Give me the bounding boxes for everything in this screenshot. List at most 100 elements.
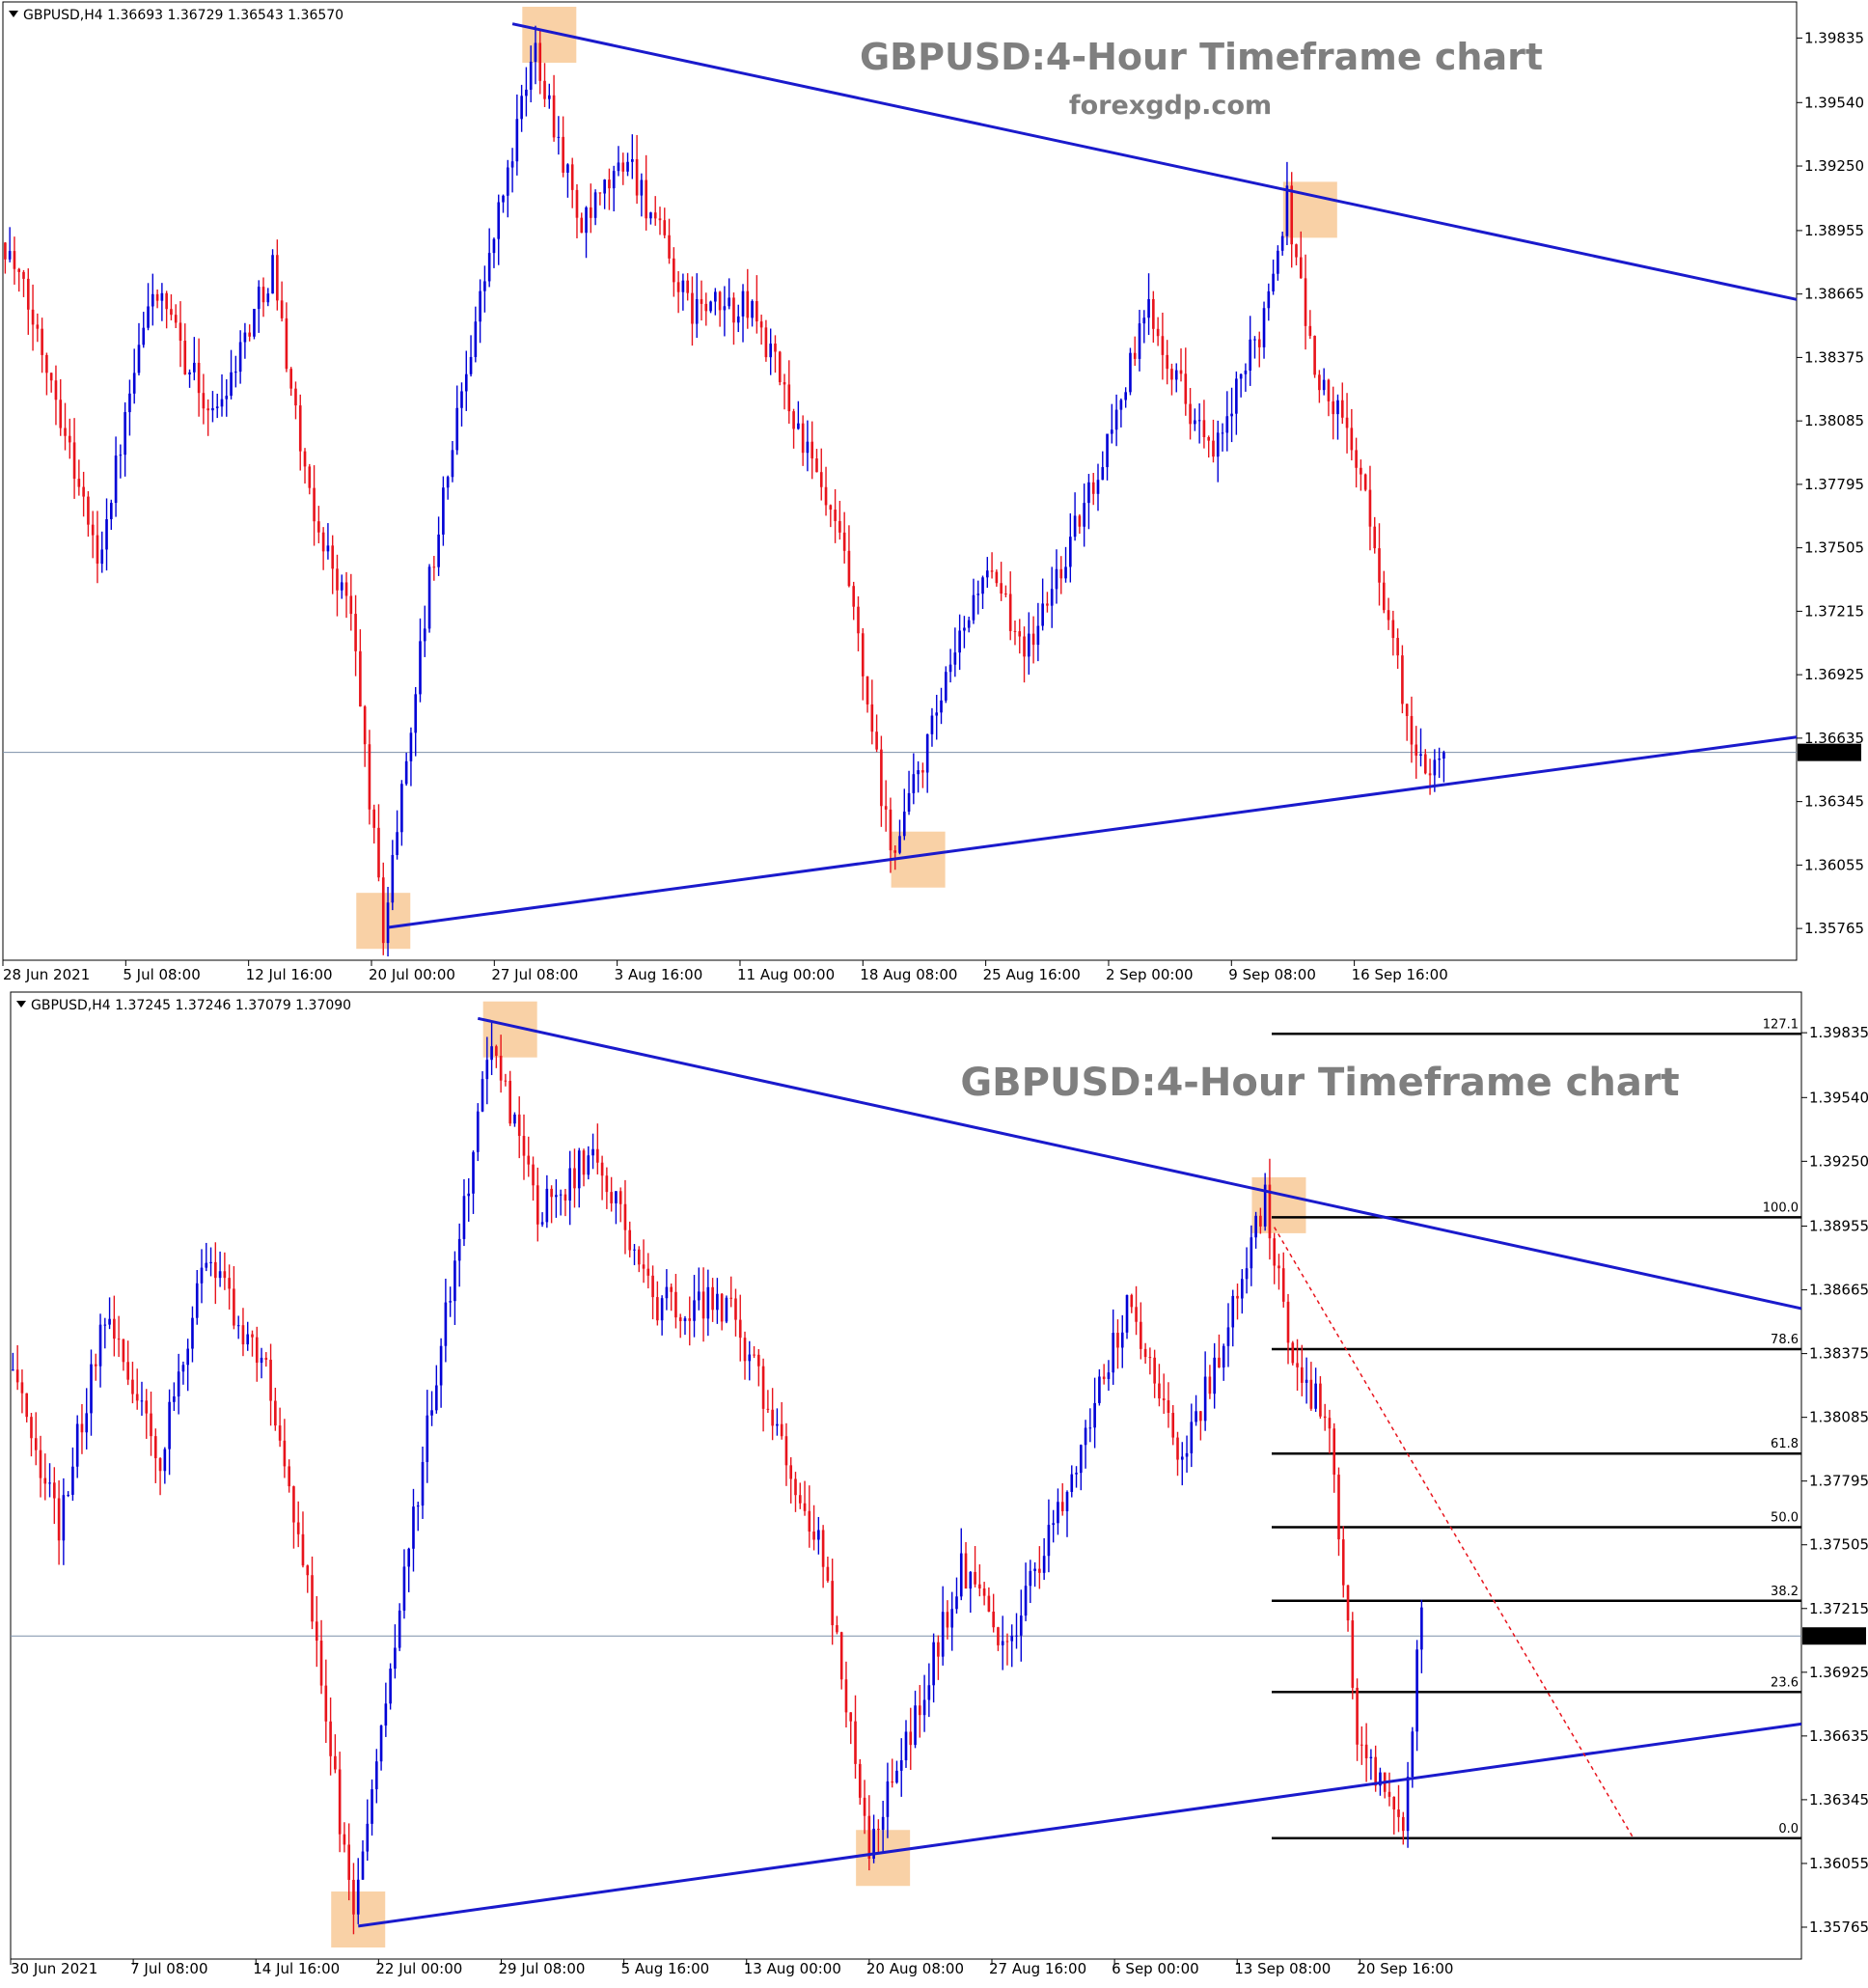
candle-body — [170, 309, 173, 316]
candle-body — [891, 1781, 893, 1783]
candle-body — [379, 1726, 383, 1762]
candle-body — [1176, 1437, 1179, 1460]
top-candlestick-chart[interactable]: GBPUSD,H4 1.36693 1.36729 1.36543 1.3657… — [0, 0, 1868, 989]
candle-body — [670, 1286, 673, 1292]
candle-body — [995, 571, 999, 584]
candle-body — [371, 1789, 373, 1824]
bottom-chart-panel[interactable]: GBPUSD,H4 1.37245 1.37246 1.37079 1.3709… — [0, 989, 1868, 1988]
candle-body — [1245, 1268, 1249, 1280]
candle-body — [831, 1581, 834, 1626]
candle-body — [407, 1548, 411, 1567]
candle-body — [460, 391, 463, 408]
candle-body — [228, 1278, 231, 1289]
candle-body — [1268, 1184, 1272, 1239]
candle-body — [87, 496, 90, 525]
candle-body — [1161, 336, 1165, 355]
candle-body — [1190, 1422, 1194, 1453]
candle-body — [311, 1575, 314, 1622]
candle-body — [1075, 1473, 1078, 1475]
candle-body — [1148, 1357, 1152, 1359]
chart-subtitle: forexgdp.com — [1069, 91, 1272, 121]
bottom-candlestick-chart[interactable]: GBPUSD,H4 1.37245 1.37246 1.37079 1.3709… — [0, 989, 1868, 1988]
candle-body — [1225, 416, 1229, 433]
candle-body — [626, 161, 629, 172]
y-tick-label: 1.36055 — [1809, 1855, 1868, 1872]
candle-body — [1208, 1376, 1212, 1394]
candle-body — [8, 251, 12, 260]
candle-body — [1184, 373, 1188, 404]
candle-body — [674, 1291, 677, 1318]
candle-body — [1387, 1791, 1391, 1797]
candle-body — [884, 806, 888, 810]
candle-body — [1096, 480, 1100, 494]
y-tick-label: 1.38085 — [1804, 412, 1864, 429]
candle-body — [53, 1482, 56, 1499]
candle-body — [128, 393, 131, 413]
y-tick-label: 1.36635 — [1809, 1727, 1868, 1745]
candle-body — [1319, 1383, 1322, 1417]
candle-body — [306, 1565, 310, 1576]
top-chart-panel[interactable]: GBPUSD,H4 1.36693 1.36729 1.36543 1.3657… — [0, 0, 1868, 989]
candle-body — [552, 95, 556, 138]
candle-body — [427, 566, 431, 629]
candle-body — [17, 268, 21, 272]
x-tick-label: 20 Aug 08:00 — [866, 1960, 964, 1977]
candle-body — [1351, 1620, 1355, 1688]
candle-body — [241, 1325, 245, 1345]
candle-body — [1038, 1568, 1041, 1573]
candle-body — [437, 534, 440, 567]
candle-body — [573, 1168, 576, 1189]
candle-body — [921, 770, 924, 773]
x-tick-label: 12 Jul 16:00 — [246, 966, 333, 983]
candle-body — [522, 1136, 526, 1156]
candle-body — [1114, 409, 1118, 430]
candle-body — [269, 1359, 272, 1401]
current-price-label: 1.36570 — [1802, 744, 1862, 761]
candle-body — [729, 1297, 733, 1299]
candle-body — [1328, 1418, 1332, 1429]
candle-body — [1180, 1456, 1184, 1460]
candle-body — [1212, 440, 1215, 457]
candle-body — [276, 255, 279, 301]
candle-body — [1142, 318, 1146, 324]
candle-body — [1360, 467, 1362, 475]
candle-body — [1156, 328, 1160, 337]
candle-body — [706, 1286, 710, 1319]
candle-body — [801, 423, 805, 454]
candle-body — [372, 809, 376, 828]
candle-body — [91, 524, 95, 536]
candle-body — [209, 1261, 212, 1263]
candle-body — [22, 271, 25, 279]
candle-body — [550, 1188, 553, 1198]
candle-body — [568, 1168, 572, 1201]
x-tick-label: 14 Jul 16:00 — [253, 1960, 340, 1977]
candle-body — [155, 293, 159, 301]
candle-body — [1340, 400, 1344, 418]
candle-body — [508, 1080, 511, 1124]
candle-body — [593, 192, 597, 218]
x-tick-label: 22 Jul 00:00 — [375, 1960, 462, 1977]
candle-body — [36, 324, 40, 329]
fib-projection-line — [1274, 1227, 1634, 1839]
candle-body — [72, 442, 76, 480]
candle-body — [557, 136, 561, 138]
candle-body — [80, 1423, 84, 1433]
candle-body — [1410, 715, 1414, 745]
candle-body — [930, 715, 934, 734]
candle-body — [917, 770, 920, 775]
candle-body — [1091, 482, 1095, 494]
candle-body — [1250, 1237, 1253, 1269]
candle-body — [426, 1415, 429, 1462]
candle-body — [1158, 1383, 1161, 1399]
candle-body — [502, 195, 505, 203]
candle-body — [1185, 1452, 1189, 1457]
candle-body — [608, 179, 611, 189]
candle-body — [1397, 1809, 1400, 1817]
candle-body — [858, 1763, 862, 1798]
candle-body — [1379, 1772, 1382, 1786]
candle-body — [972, 594, 975, 621]
candle-body — [880, 749, 883, 807]
candle-body — [1084, 1427, 1087, 1446]
candle-body — [59, 400, 63, 428]
candle-body — [642, 1264, 646, 1269]
